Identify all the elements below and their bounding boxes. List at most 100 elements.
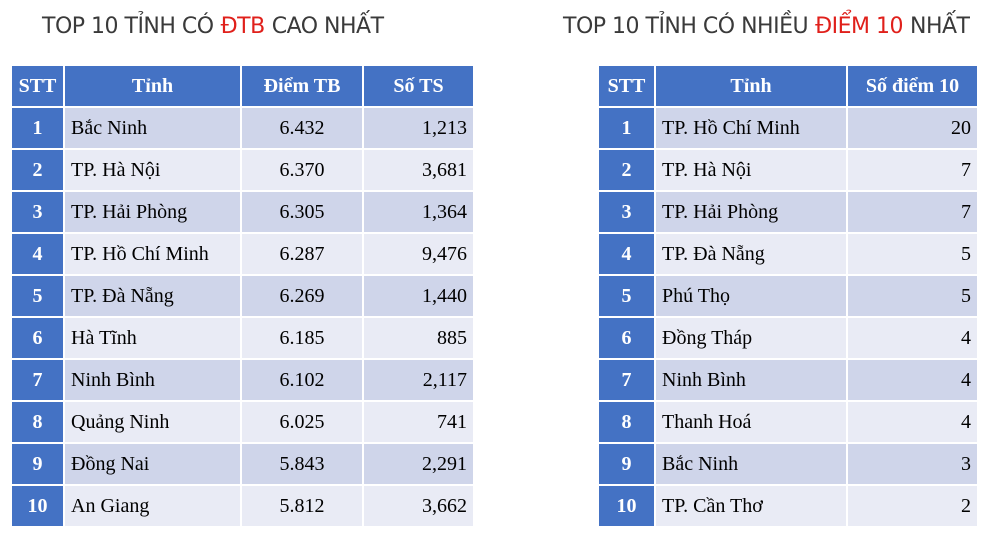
table-cell: 5	[846, 274, 979, 318]
table-cell: Quảng Ninh	[63, 400, 242, 444]
title-part: CAO NHẤT	[271, 14, 384, 39]
table-row: 6 Hà Tĩnh 6.185 885	[10, 316, 475, 360]
column-header: Tỉnh	[63, 64, 242, 108]
table-cell: 741	[362, 400, 475, 444]
table-cell: 885	[362, 316, 475, 360]
table-cell: 5.843	[240, 442, 364, 486]
rank-cell: 1	[597, 106, 656, 150]
column-header: Số điểm 10	[846, 64, 979, 108]
table-cell: Đồng Tháp	[654, 316, 848, 360]
rank-cell: 4	[10, 232, 65, 276]
table-cell: Bắc Ninh	[654, 442, 848, 486]
table-row: 4 TP. Đà Nẵng 5	[597, 232, 979, 276]
table-cell: TP. Hà Nội	[63, 148, 242, 192]
title-part: NHẤT	[910, 14, 970, 39]
table-cell: TP. Cần Thơ	[654, 484, 848, 528]
rank-cell: 7	[597, 358, 656, 402]
rank-cell: 5	[10, 274, 65, 318]
table-title: TOP 10 TỈNH CÓ NHIỀU ĐIỂM 10 NHẤT	[563, 14, 977, 39]
table-cell: 7	[846, 190, 979, 234]
table-cell: 6.287	[240, 232, 364, 276]
table-cell: TP. Đà Nẵng	[654, 232, 848, 276]
table-cell: 2,291	[362, 442, 475, 486]
table-cell: 9,476	[362, 232, 475, 276]
table-cell: TP. Đà Nẵng	[63, 274, 242, 318]
column-header: Điểm TB	[240, 64, 364, 108]
column-header: Tỉnh	[654, 64, 848, 108]
table-row: 8 Quảng Ninh 6.025 741	[10, 400, 475, 444]
title-part: ĐIỂM 10	[815, 14, 903, 39]
table-row: 3 TP. Hải Phòng 6.305 1,364	[10, 190, 475, 234]
table-row: 3 TP. Hải Phòng 7	[597, 190, 979, 234]
table-title: TOP 10 TỈNH CÓ ĐTB CAO NHẤT	[42, 14, 391, 39]
table-cell: 3,662	[362, 484, 475, 528]
table-cell: Hà Tĩnh	[63, 316, 242, 360]
table-cell: Thanh Hoá	[654, 400, 848, 444]
table-cell: 2,117	[362, 358, 475, 402]
table-row: 10 TP. Cần Thơ 2	[597, 484, 979, 528]
rank-cell: 3	[597, 190, 656, 234]
table-row: 4 TP. Hồ Chí Minh 6.287 9,476	[10, 232, 475, 276]
rank-cell: 10	[10, 484, 65, 528]
rank-cell: 8	[10, 400, 65, 444]
table-row: 8 Thanh Hoá 4	[597, 400, 979, 444]
column-header: STT	[597, 64, 656, 108]
rank-cell: 4	[597, 232, 656, 276]
table-row: 2 TP. Hà Nội 7	[597, 148, 979, 192]
table-cell: TP. Hải Phòng	[63, 190, 242, 234]
rank-cell: 8	[597, 400, 656, 444]
table-cell: 3	[846, 442, 979, 486]
table-cell: TP. Hồ Chí Minh	[63, 232, 242, 276]
rank-cell: 1	[10, 106, 65, 150]
rank-cell: 6	[10, 316, 65, 360]
title-part: TOP 10 TỈNH CÓ	[42, 14, 214, 39]
table-cell: Đồng Nai	[63, 442, 242, 486]
header-row: STT Tỉnh Điểm TB Số TS	[10, 64, 475, 108]
table-cell: 1,213	[362, 106, 475, 150]
table-cell: TP. Hải Phòng	[654, 190, 848, 234]
table-cell: 6.025	[240, 400, 364, 444]
column-header: STT	[10, 64, 65, 108]
data-table: STT Tỉnh Số điểm 10 1 TP. Hồ Chí Minh 20 2 TP. …	[597, 64, 979, 528]
table-row: 9 Bắc Ninh 3	[597, 442, 979, 486]
title-part: ĐTB	[220, 14, 266, 39]
table-cell: 4	[846, 358, 979, 402]
rank-cell: 6	[597, 316, 656, 360]
table-row: 7 Ninh Bình 6.102 2,117	[10, 358, 475, 402]
rank-cell: 3	[10, 190, 65, 234]
header-row: STT Tỉnh Số điểm 10	[597, 64, 979, 108]
table-cell: 6.185	[240, 316, 364, 360]
table-row: 1 TP. Hồ Chí Minh 20	[597, 106, 979, 150]
table-cell: Phú Thọ	[654, 274, 848, 318]
table-cell: 6.370	[240, 148, 364, 192]
table-cell: 5	[846, 232, 979, 276]
rank-cell: 2	[10, 148, 65, 192]
table-cell: Ninh Bình	[654, 358, 848, 402]
table-cell: 4	[846, 316, 979, 360]
table-cell: 1,440	[362, 274, 475, 318]
table-row: 9 Đồng Nai 5.843 2,291	[10, 442, 475, 486]
table-row: 10 An Giang 5.812 3,662	[10, 484, 475, 528]
table-cell: TP. Hà Nội	[654, 148, 848, 192]
table-cell: 2	[846, 484, 979, 528]
title-part: TOP 10 TỈNH CÓ NHIỀU	[563, 14, 809, 39]
table-cell: 6.269	[240, 274, 364, 318]
rank-cell: 5	[597, 274, 656, 318]
table-cell: 5.812	[240, 484, 364, 528]
table-cell: 6.305	[240, 190, 364, 234]
table-row: 1 Bắc Ninh 6.432 1,213	[10, 106, 475, 150]
rank-cell: 10	[597, 484, 656, 528]
table-row: 5 Phú Thọ 5	[597, 274, 979, 318]
table-cell: 6.432	[240, 106, 364, 150]
table-cell: 1,364	[362, 190, 475, 234]
table-cell: 20	[846, 106, 979, 150]
table-cell: An Giang	[63, 484, 242, 528]
table-row: 6 Đồng Tháp 4	[597, 316, 979, 360]
table-cell: 4	[846, 400, 979, 444]
table-row: 5 TP. Đà Nẵng 6.269 1,440	[10, 274, 475, 318]
column-header: Số TS	[362, 64, 475, 108]
table-cell: Ninh Bình	[63, 358, 242, 402]
rank-cell: 2	[597, 148, 656, 192]
table-row: 7 Ninh Bình 4	[597, 358, 979, 402]
